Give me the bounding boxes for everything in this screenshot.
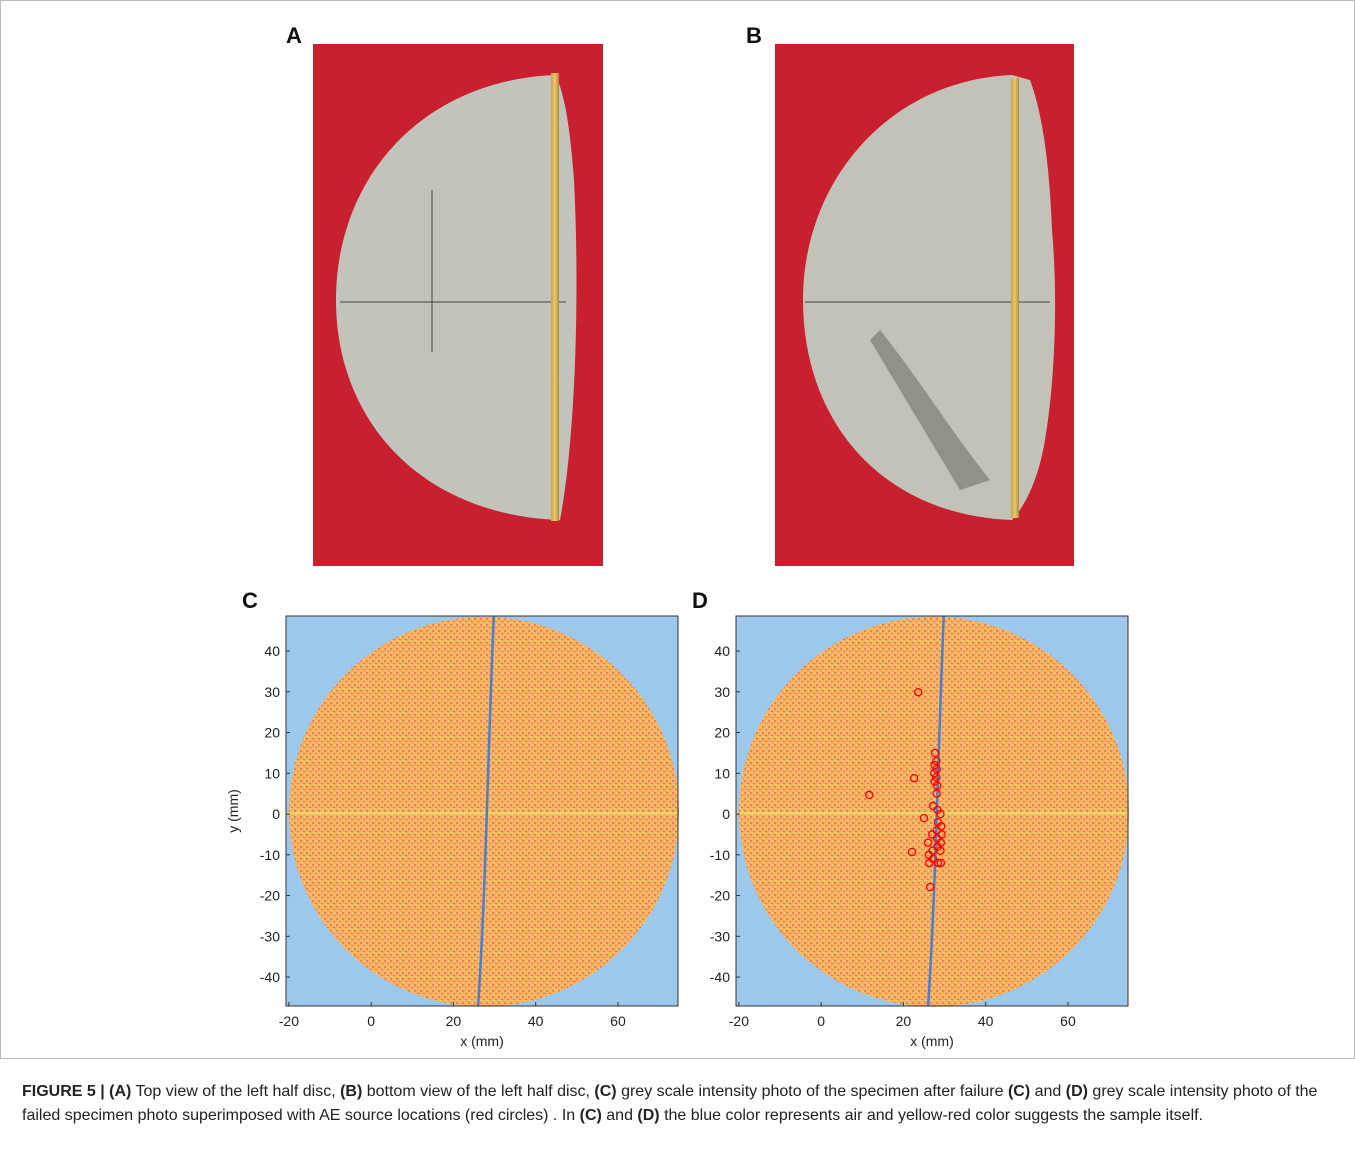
page: A B -20 0 20 40 60 -40 -30 -20 -10 0 10 20 30 40 x (mm) y…	[0, 0, 1355, 1163]
y-tick-label: 20	[264, 725, 280, 741]
y-tick-label: -40	[260, 969, 280, 985]
caption-text: (D)	[1066, 1083, 1088, 1100]
y-tick-label: 40	[714, 643, 730, 659]
caption-text: (C)	[594, 1083, 616, 1100]
y-tick-label: -20	[710, 888, 730, 904]
y-tick-label: 0	[272, 806, 280, 822]
panel-label: B	[746, 23, 762, 48]
caption-text: (C)	[1008, 1083, 1030, 1100]
caption-text: (C)	[580, 1107, 602, 1124]
caption-text: grey scale intensity photo of the specim…	[617, 1083, 1008, 1100]
caption: FIGURE 5 | (A) Top view of the left half…	[22, 1080, 1332, 1128]
x-tick-label: -20	[729, 1013, 749, 1029]
panel-label: C	[242, 588, 258, 613]
panel-label: D	[692, 588, 708, 613]
y-tick-label: 30	[714, 684, 730, 700]
caption-text: bottom view of the left half disc,	[362, 1083, 594, 1100]
x-tick-label: 60	[1060, 1013, 1076, 1029]
caption-text: and	[602, 1107, 638, 1124]
y-tick-label: 20	[714, 725, 730, 741]
y-tick-label: -40	[710, 969, 730, 985]
y-tick-label: -10	[710, 847, 730, 863]
x-tick-label: 40	[528, 1013, 544, 1029]
y-tick-label: -10	[260, 847, 280, 863]
x-tick-label: 20	[446, 1013, 462, 1029]
y-tick-label: 40	[264, 643, 280, 659]
caption-text: Top view of the left half disc,	[131, 1083, 340, 1100]
x-tick-label: 0	[817, 1013, 825, 1029]
caption-text: the blue color represents air and yellow…	[660, 1107, 1203, 1124]
x-tick-label: 60	[610, 1013, 626, 1029]
caption-text: (B)	[340, 1083, 362, 1100]
caption-text: FIGURE 5 | (A)	[22, 1083, 131, 1100]
caption-text: and	[1030, 1083, 1066, 1100]
x-tick-label: 0	[367, 1013, 375, 1029]
y-tick-label: 10	[264, 765, 280, 781]
caption-text: (D)	[637, 1107, 659, 1124]
panel-label: A	[286, 23, 302, 48]
x-tick-label: 20	[896, 1013, 912, 1029]
specimen-disc	[289, 617, 679, 1007]
x-tick-label: 40	[978, 1013, 994, 1029]
photo-a	[313, 44, 603, 566]
y-axis-label: y (mm)	[225, 789, 241, 833]
x-axis-label: x (mm)	[910, 1033, 954, 1049]
figure: A B -20 0 20 40 60 -40 -30 -20 -10 0 10 20 30 40 x (mm) y…	[0, 0, 1355, 1070]
y-tick-label: 10	[714, 765, 730, 781]
y-tick-label: 30	[264, 684, 280, 700]
y-tick-label: -20	[260, 888, 280, 904]
y-tick-label: -30	[260, 928, 280, 944]
y-tick-label: 0	[722, 806, 730, 822]
x-tick-label: -20	[279, 1013, 299, 1029]
photo-b	[775, 44, 1074, 566]
x-axis-label: x (mm)	[460, 1033, 504, 1049]
y-tick-label: -30	[710, 928, 730, 944]
